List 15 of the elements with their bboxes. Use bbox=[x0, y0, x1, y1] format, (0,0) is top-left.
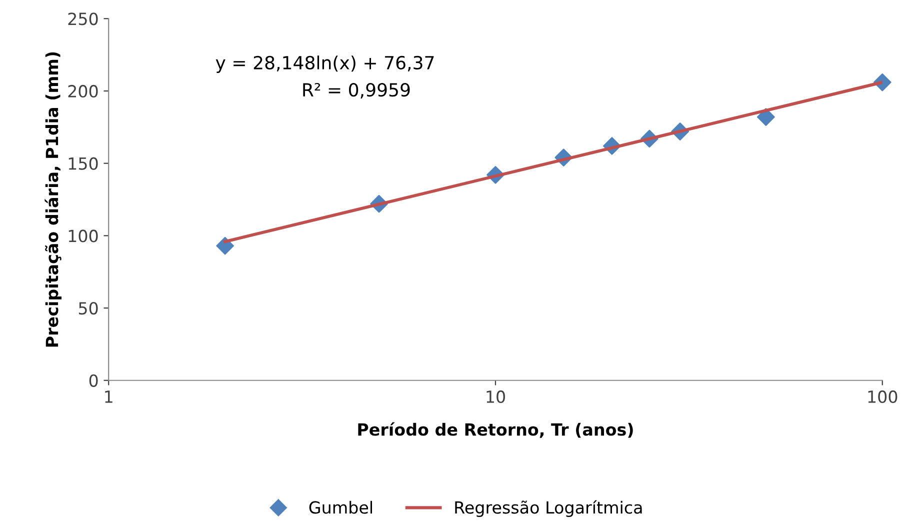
x-tick-label: 1 bbox=[105, 390, 112, 403]
x-axis-title: Período de Retorno, Tr (anos) bbox=[358, 422, 633, 438]
legend-label: Regressão Logarítmica bbox=[455, 500, 642, 517]
y-tick-label: 50 bbox=[78, 302, 98, 315]
y-tick-label: 250 bbox=[68, 12, 98, 26]
y-axis-title: Precipitação diária, P1dia (mm) bbox=[44, 52, 62, 347]
annotation: y = 28,148ln(x) + 76,37 bbox=[216, 56, 434, 74]
y-tick-label: 0 bbox=[89, 374, 98, 387]
annotation: R² = 0,9959 bbox=[303, 83, 410, 98]
y-tick-label: 150 bbox=[68, 157, 98, 170]
x-tick-label: 10 bbox=[486, 390, 505, 404]
y-tick-label: 200 bbox=[68, 84, 98, 98]
legend-label: Gumbel bbox=[309, 500, 372, 514]
x-tick-label: 100 bbox=[868, 390, 898, 404]
y-tick-label: 100 bbox=[68, 230, 98, 242]
